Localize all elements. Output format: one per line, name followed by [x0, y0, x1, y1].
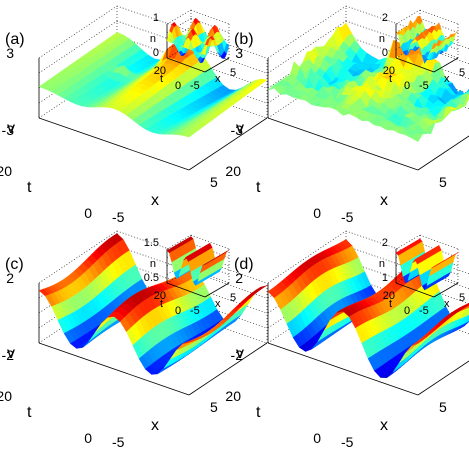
inset-x-axis-label: x: [444, 298, 450, 310]
inset-z-tick-label: 0: [382, 47, 388, 59]
x-tick-label: -5: [112, 434, 125, 449]
main-box-t-axis: [418, 343, 469, 395]
x-axis-label: x: [151, 192, 159, 209]
inset-z-axis-label: n: [150, 258, 156, 270]
t-tick-label: 0: [313, 430, 321, 446]
inset-z-axis-label: n: [379, 258, 385, 270]
inset-t-tick-label: 0: [404, 305, 410, 317]
inset-t-axis-label: t: [160, 298, 163, 310]
t-tick-label: 0: [313, 205, 321, 221]
x-axis-label: x: [380, 192, 388, 209]
t-tick-label: 0: [84, 430, 92, 446]
inset-t-axis-label: t: [389, 298, 392, 310]
x-tick-label: 5: [439, 174, 447, 190]
inset-x-tick-label: 5: [459, 67, 465, 79]
t-axis-label: t: [256, 179, 261, 196]
inset-x-axis-label: x: [215, 298, 221, 310]
x-tick-label: -5: [341, 434, 354, 449]
x-tick-label: 5: [210, 174, 218, 190]
z-axis-label: v: [236, 120, 244, 137]
x-tick-label: 5: [439, 399, 447, 415]
z-axis-label: v: [236, 345, 244, 362]
inset-x-tick-label: -5: [190, 80, 200, 92]
inset-box-grid-line: [167, 10, 191, 24]
inset-z-axis-label: n: [150, 33, 156, 45]
inset-x-axis-label: x: [444, 73, 450, 85]
inset-x-tick-label: 5: [230, 292, 236, 304]
inset-z-tick-label: 1.5: [144, 237, 159, 249]
t-axis-label: t: [256, 404, 261, 421]
t-axis-label: t: [27, 179, 32, 196]
z-axis-label: v: [7, 120, 15, 137]
inset-t-tick-label: 0: [404, 80, 410, 92]
inset-x-tick-label: -5: [419, 80, 429, 92]
inset-z-tick-label: 1: [153, 12, 159, 24]
inset-z-tick-label: 1: [382, 272, 388, 284]
inset-x-tick-label: -5: [419, 305, 429, 317]
inset-z-axis-label: n: [379, 33, 385, 45]
inset-t-axis-label: t: [160, 73, 163, 85]
z-tick-label: 2: [235, 270, 243, 286]
inset-x-tick-label: 5: [230, 67, 236, 79]
inset-z-tick-label: 0.5: [144, 272, 159, 284]
t-axis-label: t: [27, 404, 32, 421]
inset-t-tick-label: 0: [175, 80, 181, 92]
t-tick-label: 0: [84, 205, 92, 221]
z-tick-label: 2: [6, 270, 14, 286]
x-axis-label: x: [380, 417, 388, 434]
inset-box-grid-line: [420, 10, 458, 24]
inset-z-tick-label: 0: [153, 47, 159, 59]
t-tick-label: 20: [0, 388, 12, 404]
x-axis-label: x: [151, 417, 159, 434]
inset-x-tick-label: 5: [459, 292, 465, 304]
x-tick-label: -5: [112, 209, 125, 225]
inset-x-axis-label: x: [215, 73, 221, 85]
inset-box-t-axis: [205, 283, 229, 297]
z-tick-label: 3: [6, 45, 14, 61]
z-axis-label: v: [7, 345, 15, 362]
t-tick-label: 20: [0, 163, 12, 179]
x-tick-label: -5: [341, 209, 354, 225]
t-tick-label: 20: [225, 388, 241, 404]
t-tick-label: 20: [225, 163, 241, 179]
inset-z-tick-label: 2: [382, 12, 388, 24]
inset-z-tick-label: 2: [382, 237, 388, 249]
x-tick-label: 5: [210, 399, 218, 415]
inset-t-tick-label: 0: [175, 305, 181, 317]
inset-x-tick-label: -5: [190, 305, 200, 317]
z-tick-label: 3: [235, 45, 243, 61]
inset-t-axis-label: t: [389, 73, 392, 85]
